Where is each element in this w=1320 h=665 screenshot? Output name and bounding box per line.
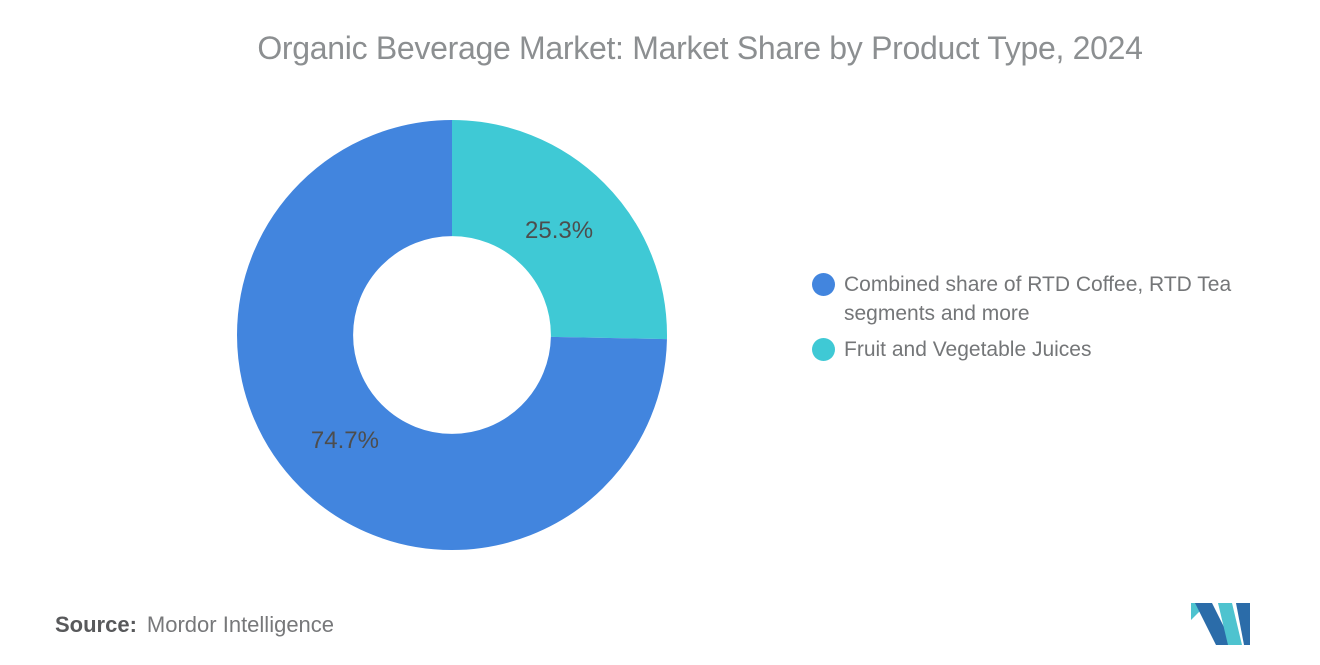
source-text: Mordor Intelligence (146, 612, 335, 637)
donut-chart: 25.3% 74.7% (232, 115, 672, 555)
chart-title: Organic Beverage Market: Market Share by… (257, 30, 1143, 66)
legend-item: Combined share of RTD Coffee, RTD Tea se… (812, 270, 1244, 328)
legend-color-dot-teal (812, 338, 835, 361)
donut-chart-svg: 25.3% 74.7% (237, 120, 667, 550)
mordor-intelligence-logo (1190, 597, 1252, 645)
legend-color-dot-blue (812, 273, 835, 296)
segment-label: 25.3% (525, 217, 593, 244)
mordor-intelligence-logo-svg (1191, 603, 1250, 645)
logo-teal-band (1218, 603, 1242, 645)
logo-blue-bar (1236, 603, 1250, 645)
legend-item-label: Combined share of RTD Coffee, RTD Tea se… (844, 273, 1232, 325)
source-line: Source: Mordor Intelligence (55, 612, 334, 638)
source-label: Source: (55, 612, 137, 637)
legend-item: Fruit and Vegetable Juices (812, 335, 1244, 364)
legend-item-label: Fruit and Vegetable Juices (844, 338, 1092, 361)
legend: Combined share of RTD Coffee, RTD Tea se… (812, 270, 1244, 371)
segment-label: 74.7% (311, 427, 379, 454)
donut-segment (237, 120, 667, 550)
logo-blue-diagonal (1195, 603, 1233, 645)
